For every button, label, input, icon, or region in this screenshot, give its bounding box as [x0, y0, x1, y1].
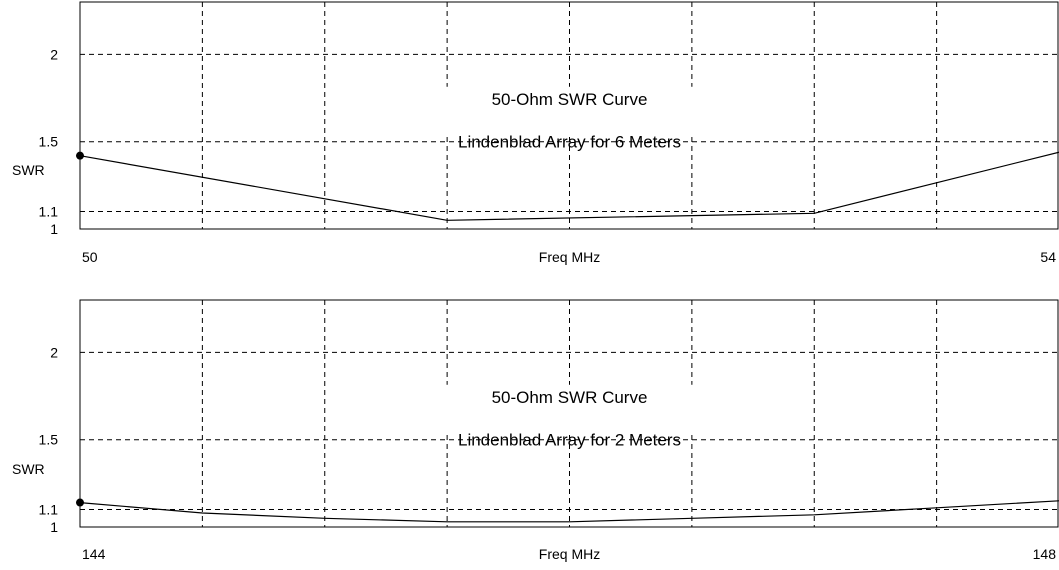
y-axis-label: SWR: [12, 461, 45, 477]
y-axis-label: SWR: [12, 162, 45, 178]
x-tick-label: 148: [1033, 546, 1057, 562]
title-background: [399, 384, 740, 433]
y-tick-label: 1.1: [39, 502, 59, 518]
data-point-marker: [76, 498, 84, 507]
x-axis-label: Freq MHz: [539, 249, 600, 265]
x-tick-label: 54: [1040, 249, 1056, 265]
y-tick-label: 1: [50, 519, 58, 535]
x-tick-label: 144: [82, 546, 106, 562]
y-tick-label: 1: [50, 221, 58, 237]
y-tick-label: 1.5: [39, 432, 59, 448]
y-tick-label: 2: [50, 46, 58, 62]
chart-title: 50-Ohm SWR Curve: [492, 388, 648, 407]
title-background: [399, 86, 740, 135]
panel-2m: 11.1 1.5 2 SWR 144 148 Freq MHz 50-Ohm SWR Curv…: [12, 299, 1059, 562]
swr-curve-line: [79, 151, 1059, 221]
x-tick-label: 50: [82, 249, 98, 265]
x-axis-label: Freq MHz: [539, 546, 600, 562]
chart-subtitle: Lindenblad Array for 2 Meters: [458, 431, 681, 450]
y-tick-label: 1.5: [39, 134, 59, 150]
swr-curve-line: [79, 500, 1059, 523]
chart-subtitle: Lindenblad Array for 6 Meters: [458, 133, 681, 152]
y-tick-label: 1.1: [39, 204, 59, 220]
y-tick-label: 2: [50, 344, 58, 360]
panel-6m: 11.1 1.5 2 SWR 50 54 Freq MHz 50-Ohm SWR Curve L…: [12, 1, 1059, 265]
chart-title: 50-Ohm SWR Curve: [492, 90, 648, 109]
data-point-marker: [76, 151, 84, 160]
